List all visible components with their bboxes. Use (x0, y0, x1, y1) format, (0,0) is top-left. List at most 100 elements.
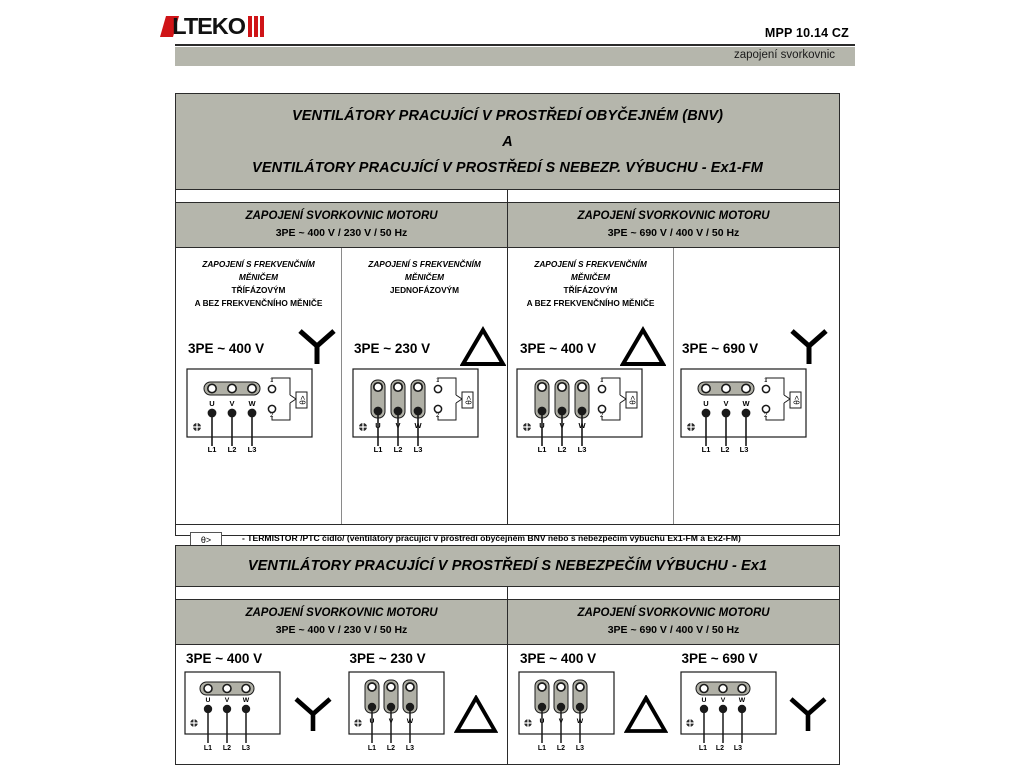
svg-text:L3: L3 (576, 745, 584, 752)
diagram-column-b4: 3PE ~ 690 V U V W L1 L2 L3 (674, 645, 840, 764)
logo-wordmark: LTEKO (172, 12, 246, 39)
group-header-sub: 3PE ~ 690 V / 400 V / 50 Hz (607, 227, 740, 239)
svg-text:V: V (720, 697, 725, 704)
svg-text:L2: L2 (223, 745, 231, 752)
fc-note-a4 (674, 248, 839, 314)
group-header-sub: 3PE ~ 690 V / 400 V / 50 Hz (607, 624, 740, 636)
fc-note-line1: ZAPOJENÍ S FREKVENČNÍM MĚNIČEM (202, 259, 315, 282)
star-symbol-icon (788, 697, 827, 731)
fc-note-a2: ZAPOJENÍ S FREKVENČNÍM MĚNIČEM JEDNOFÁZO… (342, 248, 507, 314)
svg-text:L2: L2 (558, 445, 567, 453)
svg-text:L2: L2 (386, 745, 394, 752)
svg-text:U: U (703, 399, 708, 408)
voltage-label-a3: 3PE ~ 400 V (520, 341, 597, 356)
group-header-690-400: ZAPOJENÍ SVORKOVNIC MOTORU 3PE ~ 690 V /… (507, 600, 839, 644)
svg-text:L1: L1 (204, 745, 212, 752)
section-a-title-line3: VENTILÁTORY PRACUJÍCÍ V PROSTŘEDÍ S NEBE… (252, 159, 763, 176)
delta-symbol-icon (460, 326, 506, 366)
svg-text:L2: L2 (228, 445, 237, 453)
svg-text:θ>: θ> (465, 395, 474, 404)
svg-text:L3: L3 (248, 445, 257, 453)
svg-text:W: W (742, 399, 750, 408)
svg-text:L3: L3 (740, 445, 749, 453)
fc-note-line2: JEDNOFÁZOVÝM (389, 285, 460, 295)
svg-text:V: V (225, 697, 230, 704)
diagram-column-b1: 3PE ~ 400 V U V W L1 L2 L3 (176, 645, 342, 764)
svg-text:U: U (206, 697, 211, 704)
legend-line-1: - TERMISTOR /PTC čidlo/ (ventilátory pra… (242, 533, 741, 543)
svg-text:W: W (738, 697, 745, 704)
group-header-title: ZAPOJENÍ SVORKOVNIC MOTORU (577, 210, 770, 222)
fc-note-line1: ZAPOJENÍ S FREKVENČNÍM MĚNIČEM (534, 259, 647, 282)
page-header: LTEKO MPP 10.14 CZ zapojení svorkovnic (0, 0, 1024, 80)
section-b-group-headers: ZAPOJENÍ SVORKOVNIC MOTORU 3PE ~ 400 V /… (176, 600, 839, 645)
svg-text:L1: L1 (208, 445, 217, 453)
delta-symbol-icon (620, 326, 666, 366)
svg-text:U: U (209, 399, 214, 408)
group-header-sub: 3PE ~ 400 V / 230 V / 50 Hz (275, 227, 408, 239)
diagram-column-a3: ZAPOJENÍ S FREKVENČNÍM MĚNIČEM TŘÍFÁZOVÝ… (507, 248, 673, 524)
section-b-title: VENTILÁTORY PRACUJÍCÍ V PROSTŘEDÍ S NEBE… (176, 546, 839, 587)
spacer-left (176, 587, 507, 599)
spacer-right (507, 587, 839, 599)
svg-text:θ>: θ> (201, 535, 211, 545)
header-subtitle: zapojení svorkovnic (734, 49, 835, 61)
svg-text:L1: L1 (367, 745, 375, 752)
svg-text:L2: L2 (557, 745, 565, 752)
svg-text:θ>: θ> (299, 395, 308, 404)
terminal-box-b1: U V W L1 L2 L3 (184, 671, 281, 752)
section-a-title-line1: VENTILÁTORY PRACUJÍCÍ V PROSTŘEDÍ OBYČEJ… (291, 107, 724, 124)
terminal-box-b2: U V W L1 L2 L3 (347, 671, 445, 752)
terminal-box-a3: U V W L1 L2 L3 1 2 θ> (516, 368, 643, 453)
svg-text:L3: L3 (733, 745, 741, 752)
group-header-title: ZAPOJENÍ SVORKOVNIC MOTORU (245, 607, 438, 619)
delta-symbol-icon (624, 695, 668, 733)
fc-note-a3: ZAPOJENÍ S FREKVENČNÍM MĚNIČEM TŘÍFÁZOVÝ… (508, 248, 673, 314)
svg-text:L2: L2 (721, 445, 730, 453)
fc-note-line2: TŘÍFÁZOVÝM (231, 285, 286, 295)
svg-text:L1: L1 (702, 445, 711, 453)
star-symbol-icon (294, 697, 332, 731)
header-rule (175, 44, 855, 46)
diagram-column-b3: 3PE ~ 400 V U V W L1 (507, 645, 674, 764)
svg-text:L3: L3 (242, 745, 250, 752)
voltage-label-b3: 3PE ~ 400 V (520, 651, 597, 666)
section-b-columns: 3PE ~ 400 V U V W L1 L2 L3 (176, 645, 839, 764)
svg-text:θ>: θ> (629, 395, 638, 404)
document-code: MPP 10.14 CZ (764, 26, 849, 40)
svg-text:V: V (723, 399, 728, 408)
voltage-label-a1: 3PE ~ 400 V (188, 341, 265, 356)
group-header-400-230: ZAPOJENÍ SVORKOVNIC MOTORU 3PE ~ 400 V /… (176, 203, 507, 247)
section-ex1: VENTILÁTORY PRACUJÍCÍ V PROSTŘEDÍ S NEBE… (175, 545, 840, 765)
voltage-label-b2: 3PE ~ 230 V (349, 651, 426, 666)
diagram-column-a4: 3PE ~ 690 V U V W L1 (673, 248, 839, 524)
section-a-spacer-row (176, 190, 839, 203)
header-subtitle-bar: zapojení svorkovnic (175, 47, 855, 66)
spacer-right (507, 190, 839, 202)
svg-text:L1: L1 (374, 445, 383, 453)
svg-text:L3: L3 (405, 745, 413, 752)
svg-text:L3: L3 (578, 445, 587, 453)
voltage-label-a2: 3PE ~ 230 V (354, 341, 431, 356)
section-b-title-line1: VENTILÁTORY PRACUJÍCÍ V PROSTŘEDÍ S NEBE… (247, 558, 768, 574)
section-bnv-ex1fm: VENTILÁTORY PRACUJÍCÍ V PROSTŘEDÍ OBYČEJ… (175, 93, 840, 556)
group-header-400-230: ZAPOJENÍ SVORKOVNIC MOTORU 3PE ~ 400 V /… (176, 600, 507, 644)
svg-text:L1: L1 (538, 745, 546, 752)
terminal-box-a2: U V W L1 L2 L3 1 2 θ> (352, 368, 479, 453)
svg-text:L2: L2 (715, 745, 723, 752)
terminal-box-a1: U V W L1 L2 L3 1 2 (186, 368, 313, 453)
group-header-title: ZAPOJENÍ SVORKOVNIC MOTORU (577, 607, 770, 619)
fc-note-a1: ZAPOJENÍ S FREKVENČNÍM MĚNIČEM TŘÍFÁZOVÝ… (176, 248, 341, 314)
diagram-column-b2: 3PE ~ 230 V U V W L1 (342, 645, 508, 764)
diagram-column-a1: ZAPOJENÍ S FREKVENČNÍM MĚNIČEM TŘÍFÁZOVÝ… (176, 248, 341, 524)
alteko-logo: LTEKO (159, 12, 264, 39)
svg-text:L1: L1 (538, 445, 547, 453)
voltage-label-a4: 3PE ~ 690 V (682, 341, 759, 356)
svg-text:θ>: θ> (793, 395, 802, 404)
svg-text:W: W (248, 399, 256, 408)
svg-text:W: W (243, 697, 250, 704)
fc-note-line2: TŘÍFÁZOVÝM (563, 285, 618, 295)
svg-text:L2: L2 (394, 445, 403, 453)
logo-bars-icon (248, 15, 264, 37)
